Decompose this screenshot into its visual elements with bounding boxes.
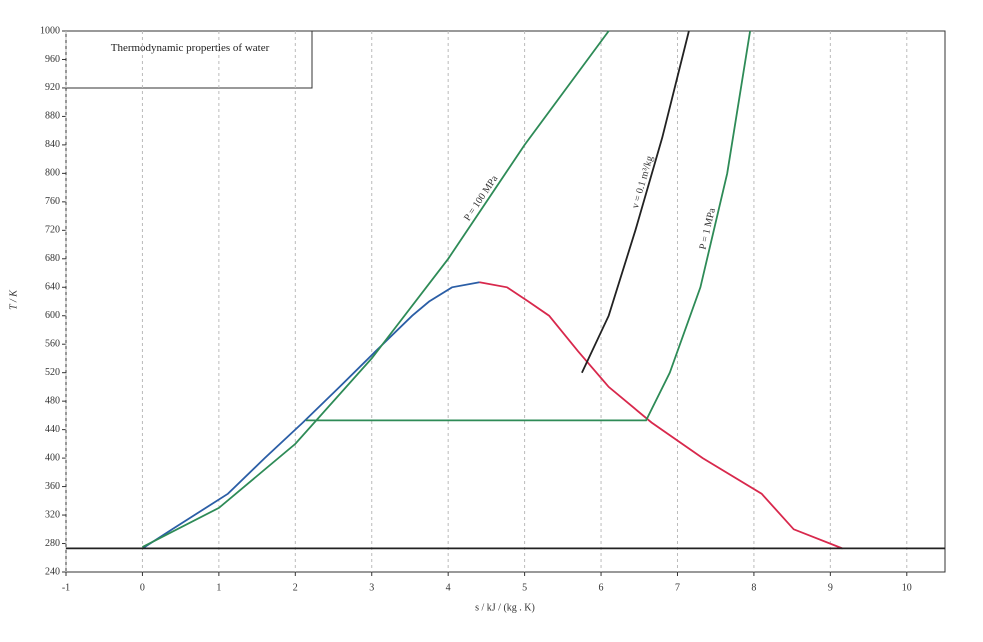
y-tick-label: 760 [45, 196, 60, 207]
y-tick-label: 840 [45, 139, 60, 150]
y-tick-label: 280 [45, 538, 60, 549]
x-tick-label: 8 [751, 582, 756, 593]
series-line [306, 30, 751, 422]
y-tick-label: 640 [45, 282, 60, 293]
y-tick-label: 960 [45, 54, 60, 65]
x-tick-label: 9 [828, 582, 833, 593]
y-tick-label: 600 [45, 310, 60, 321]
y-tick-label: 880 [45, 111, 60, 122]
y-tick-label: 480 [45, 395, 60, 406]
series-line [479, 281, 843, 550]
x-axis-title: s / kJ / (kg . K) [475, 602, 535, 613]
y-axis-title: T / K [8, 289, 19, 310]
x-tick-label: 7 [675, 582, 680, 593]
y-tick-label: 560 [45, 339, 60, 350]
y-tick-label: 360 [45, 481, 60, 492]
series-line [141, 30, 610, 548]
x-tick-label: -1 [62, 582, 70, 593]
y-tick-label: 400 [45, 452, 60, 463]
x-tick-label: 0 [140, 582, 145, 593]
y-tick-label: 440 [45, 424, 60, 435]
y-tick-label: 720 [45, 225, 60, 236]
title-box [65, 30, 313, 89]
y-tick-label: 800 [45, 168, 60, 179]
x-tick-label: 6 [599, 582, 604, 593]
x-tick-label: 5 [522, 582, 527, 593]
x-tick-label: 10 [902, 582, 912, 593]
x-tick-label: 1 [216, 582, 221, 593]
plot-frame [65, 30, 946, 573]
series-line [581, 30, 690, 374]
y-tick-label: 1000 [40, 25, 60, 36]
x-tick-label: 4 [446, 582, 451, 593]
y-tick-label: 320 [45, 509, 60, 520]
chart-title: Thermodynamic properties of water [110, 42, 270, 54]
y-tick-label: 520 [45, 367, 60, 378]
y-tick-label: 680 [45, 253, 60, 264]
y-tick-label: 920 [45, 82, 60, 93]
x-tick-label: 2 [293, 582, 298, 593]
y-tick-label: 240 [45, 566, 60, 577]
x-tick-label: 3 [369, 582, 374, 593]
series-line [141, 281, 480, 550]
